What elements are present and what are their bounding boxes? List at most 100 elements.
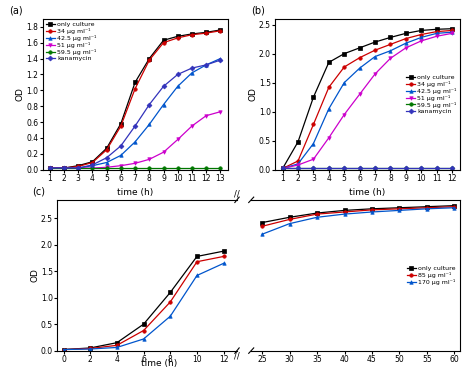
42.5 μg ml⁻¹ xyxy=(189,70,195,75)
42.5 μg ml⁻¹ xyxy=(61,166,67,170)
only culture xyxy=(132,80,138,84)
only culture xyxy=(449,26,455,31)
85 μg ml⁻¹ xyxy=(369,208,375,212)
kanamycin xyxy=(118,144,124,148)
42.5 μg ml⁻¹ xyxy=(146,122,152,127)
51 μg ml⁻¹ xyxy=(90,166,95,170)
59.5 μg ml⁻¹ xyxy=(310,166,316,171)
170 μg ml⁻¹ xyxy=(451,205,457,210)
Text: (a): (a) xyxy=(9,6,23,16)
170 μg ml⁻¹ xyxy=(287,221,292,226)
42.5 μg ml⁻¹ xyxy=(372,54,378,59)
34 μg ml⁻¹ xyxy=(61,166,67,170)
Line: 34 μg ml⁻¹: 34 μg ml⁻¹ xyxy=(281,29,454,170)
kanamycin xyxy=(47,166,53,170)
only culture xyxy=(357,46,363,50)
59.5 μg ml⁻¹ xyxy=(449,166,455,171)
51 μg ml⁻¹ xyxy=(146,157,152,162)
kanamycin xyxy=(310,166,316,171)
kanamycin xyxy=(104,155,109,160)
59.5 μg ml⁻¹ xyxy=(132,166,138,170)
Legend: only culture, 85 μg ml⁻¹, 170 μg ml⁻¹: only culture, 85 μg ml⁻¹, 170 μg ml⁻¹ xyxy=(405,264,456,286)
only culture xyxy=(287,215,292,219)
34 μg ml⁻¹ xyxy=(90,160,95,165)
Line: 51 μg ml⁻¹: 51 μg ml⁻¹ xyxy=(281,32,454,170)
Line: only culture: only culture xyxy=(260,204,456,224)
42.5 μg ml⁻¹ xyxy=(118,153,124,158)
34 μg ml⁻¹ xyxy=(104,147,109,152)
51 μg ml⁻¹ xyxy=(75,166,81,170)
51 μg ml⁻¹ xyxy=(47,166,53,170)
only culture xyxy=(372,40,378,44)
Line: 34 μg ml⁻¹: 34 μg ml⁻¹ xyxy=(48,29,222,170)
34 μg ml⁻¹ xyxy=(372,48,378,52)
only culture xyxy=(259,220,265,225)
51 μg ml⁻¹ xyxy=(449,31,455,35)
Text: time (h): time (h) xyxy=(141,359,177,368)
42.5 μg ml⁻¹ xyxy=(90,163,95,168)
only culture xyxy=(341,51,347,56)
85 μg ml⁻¹ xyxy=(424,205,430,210)
Y-axis label: OD: OD xyxy=(248,87,257,101)
only culture xyxy=(280,166,285,171)
kanamycin xyxy=(449,166,455,171)
only culture xyxy=(61,166,67,170)
only culture xyxy=(295,139,301,144)
only culture xyxy=(47,166,53,170)
kanamycin xyxy=(388,166,393,171)
Line: 59.5 μg ml⁻¹: 59.5 μg ml⁻¹ xyxy=(48,166,222,170)
Text: (b): (b) xyxy=(251,6,265,16)
59.5 μg ml⁻¹ xyxy=(47,166,53,170)
85 μg ml⁻¹ xyxy=(314,212,320,216)
only culture xyxy=(314,211,320,215)
59.5 μg ml⁻¹ xyxy=(189,166,195,170)
34 μg ml⁻¹ xyxy=(218,29,223,33)
only culture xyxy=(218,28,223,32)
Legend: only culture, 34 μg ml⁻¹, 42.5 μg ml⁻¹, 51 μg ml⁻¹, 59.5 μg ml⁻¹, kanamycin: only culture, 34 μg ml⁻¹, 42.5 μg ml⁻¹, … xyxy=(45,21,98,63)
34 μg ml⁻¹ xyxy=(419,32,424,37)
34 μg ml⁻¹ xyxy=(388,42,393,47)
only culture xyxy=(424,204,430,209)
59.5 μg ml⁻¹ xyxy=(295,166,301,171)
59.5 μg ml⁻¹ xyxy=(372,166,378,171)
only culture xyxy=(369,207,375,211)
only culture xyxy=(397,205,402,210)
42.5 μg ml⁻¹ xyxy=(341,80,347,85)
51 μg ml⁻¹ xyxy=(161,150,166,155)
59.5 μg ml⁻¹ xyxy=(90,166,95,170)
59.5 μg ml⁻¹ xyxy=(341,166,347,171)
170 μg ml⁻¹ xyxy=(314,215,320,219)
kanamycin xyxy=(434,166,439,171)
34 μg ml⁻¹ xyxy=(280,166,285,171)
kanamycin xyxy=(161,84,166,89)
only culture xyxy=(75,163,81,168)
Y-axis label: OD: OD xyxy=(16,87,25,101)
kanamycin xyxy=(132,124,138,128)
42.5 μg ml⁻¹ xyxy=(295,162,301,166)
59.5 μg ml⁻¹ xyxy=(434,166,439,171)
51 μg ml⁻¹ xyxy=(434,34,439,38)
42.5 μg ml⁻¹ xyxy=(203,63,209,67)
42.5 μg ml⁻¹ xyxy=(132,139,138,144)
only culture xyxy=(388,35,393,40)
51 μg ml⁻¹ xyxy=(203,113,209,118)
42.5 μg ml⁻¹ xyxy=(218,56,223,61)
51 μg ml⁻¹ xyxy=(310,157,316,161)
kanamycin xyxy=(372,166,378,171)
51 μg ml⁻¹ xyxy=(175,137,181,142)
34 μg ml⁻¹ xyxy=(161,40,166,45)
kanamycin xyxy=(280,166,285,171)
only culture xyxy=(189,32,195,36)
59.5 μg ml⁻¹ xyxy=(203,166,209,170)
Line: 85 μg ml⁻¹: 85 μg ml⁻¹ xyxy=(260,205,456,228)
59.5 μg ml⁻¹ xyxy=(118,166,124,170)
34 μg ml⁻¹ xyxy=(47,166,53,170)
34 μg ml⁻¹ xyxy=(118,124,124,128)
only culture xyxy=(90,159,95,164)
kanamycin xyxy=(175,72,181,77)
Text: //: // xyxy=(234,351,240,360)
51 μg ml⁻¹ xyxy=(118,163,124,168)
59.5 μg ml⁻¹ xyxy=(61,166,67,170)
59.5 μg ml⁻¹ xyxy=(388,166,393,171)
170 μg ml⁻¹ xyxy=(342,212,347,216)
